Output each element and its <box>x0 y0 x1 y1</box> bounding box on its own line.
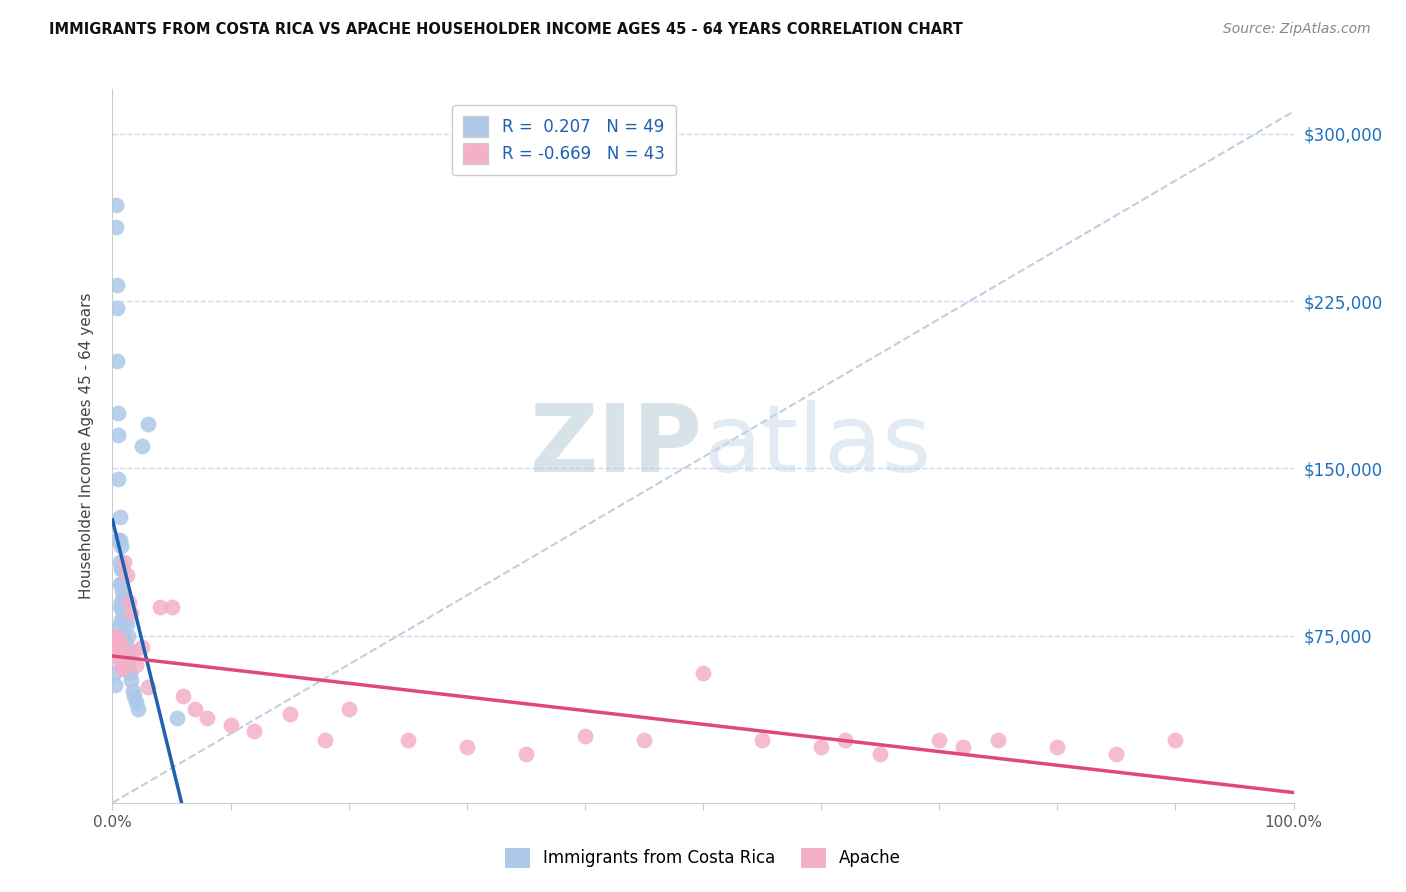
Point <box>104 678 127 692</box>
Point <box>114 635 136 649</box>
Point <box>111 599 134 614</box>
Point <box>104 644 127 658</box>
Point <box>337 702 360 716</box>
Point <box>112 628 135 642</box>
Point <box>107 427 129 442</box>
Point <box>112 607 135 621</box>
Point <box>122 689 145 703</box>
Point <box>120 644 142 658</box>
Text: IMMIGRANTS FROM COSTA RICA VS APACHE HOUSEHOLDER INCOME AGES 45 - 64 YEARS CORRE: IMMIGRANTS FROM COSTA RICA VS APACHE HOU… <box>49 22 963 37</box>
Point <box>574 729 596 743</box>
Point <box>114 613 136 627</box>
Point <box>172 689 194 703</box>
Y-axis label: Householder Income Ages 45 - 64 years: Householder Income Ages 45 - 64 years <box>79 293 94 599</box>
Point <box>112 591 135 605</box>
Point <box>184 702 207 716</box>
Point <box>112 662 135 676</box>
Point <box>195 711 218 725</box>
Point <box>105 640 128 654</box>
Point <box>111 583 134 598</box>
Point <box>110 644 132 658</box>
Point <box>110 562 132 576</box>
Point <box>107 405 129 419</box>
Point <box>751 733 773 747</box>
Point <box>127 702 149 716</box>
Point <box>928 733 950 747</box>
Point <box>105 301 128 315</box>
Point <box>103 666 125 681</box>
Point <box>834 733 856 747</box>
Point <box>115 568 138 582</box>
Point <box>117 657 139 672</box>
Point <box>108 555 131 569</box>
Point <box>1046 740 1069 755</box>
Text: Source: ZipAtlas.com: Source: ZipAtlas.com <box>1223 22 1371 37</box>
Point <box>115 617 138 632</box>
Point <box>219 717 242 731</box>
Point <box>110 595 132 609</box>
Point <box>120 666 142 681</box>
Legend: Immigrants from Costa Rica, Apache: Immigrants from Costa Rica, Apache <box>499 841 907 875</box>
Point <box>1105 747 1128 761</box>
Point <box>112 595 135 609</box>
Point <box>107 533 129 547</box>
Point <box>105 354 128 368</box>
Point <box>107 472 129 486</box>
Point <box>166 711 188 725</box>
Point <box>149 599 172 614</box>
Point <box>987 733 1010 747</box>
Point <box>131 439 153 453</box>
Point <box>115 644 138 658</box>
Point <box>314 733 336 747</box>
Point <box>105 220 128 235</box>
Point <box>125 696 148 710</box>
Text: atlas: atlas <box>703 400 931 492</box>
Point <box>810 740 832 755</box>
Legend: R =  0.207   N = 49, R = -0.669   N = 43: R = 0.207 N = 49, R = -0.669 N = 43 <box>451 104 676 176</box>
Point <box>112 555 135 569</box>
Point <box>1164 733 1187 747</box>
Point <box>111 562 134 576</box>
Point <box>110 577 132 591</box>
Point <box>120 673 142 687</box>
Point <box>118 644 141 658</box>
Point <box>110 539 132 553</box>
Point <box>515 747 537 761</box>
Point <box>104 622 127 636</box>
Point <box>111 657 134 672</box>
Point <box>160 599 183 614</box>
Point <box>103 635 125 649</box>
Point <box>108 510 131 524</box>
Point <box>105 628 128 642</box>
Point <box>869 747 891 761</box>
Point <box>112 613 135 627</box>
Point <box>131 640 153 654</box>
Point <box>108 599 131 614</box>
Point <box>633 733 655 747</box>
Point <box>112 640 135 654</box>
Point <box>118 595 141 609</box>
Point <box>108 577 131 591</box>
Point <box>105 278 128 293</box>
Point <box>117 628 139 642</box>
Point <box>120 607 142 621</box>
Point <box>107 651 129 665</box>
Point <box>136 417 159 431</box>
Point <box>125 657 148 672</box>
Point <box>456 740 478 755</box>
Point <box>121 684 143 698</box>
Point <box>396 733 419 747</box>
Text: ZIP: ZIP <box>530 400 703 492</box>
Point <box>278 706 301 721</box>
Point <box>105 198 128 212</box>
Point <box>122 644 145 658</box>
Point <box>243 724 266 739</box>
Point <box>108 635 131 649</box>
Point <box>692 666 714 681</box>
Point <box>111 628 134 642</box>
Point <box>108 533 131 547</box>
Point <box>136 680 159 694</box>
Point <box>110 613 132 627</box>
Point <box>952 740 974 755</box>
